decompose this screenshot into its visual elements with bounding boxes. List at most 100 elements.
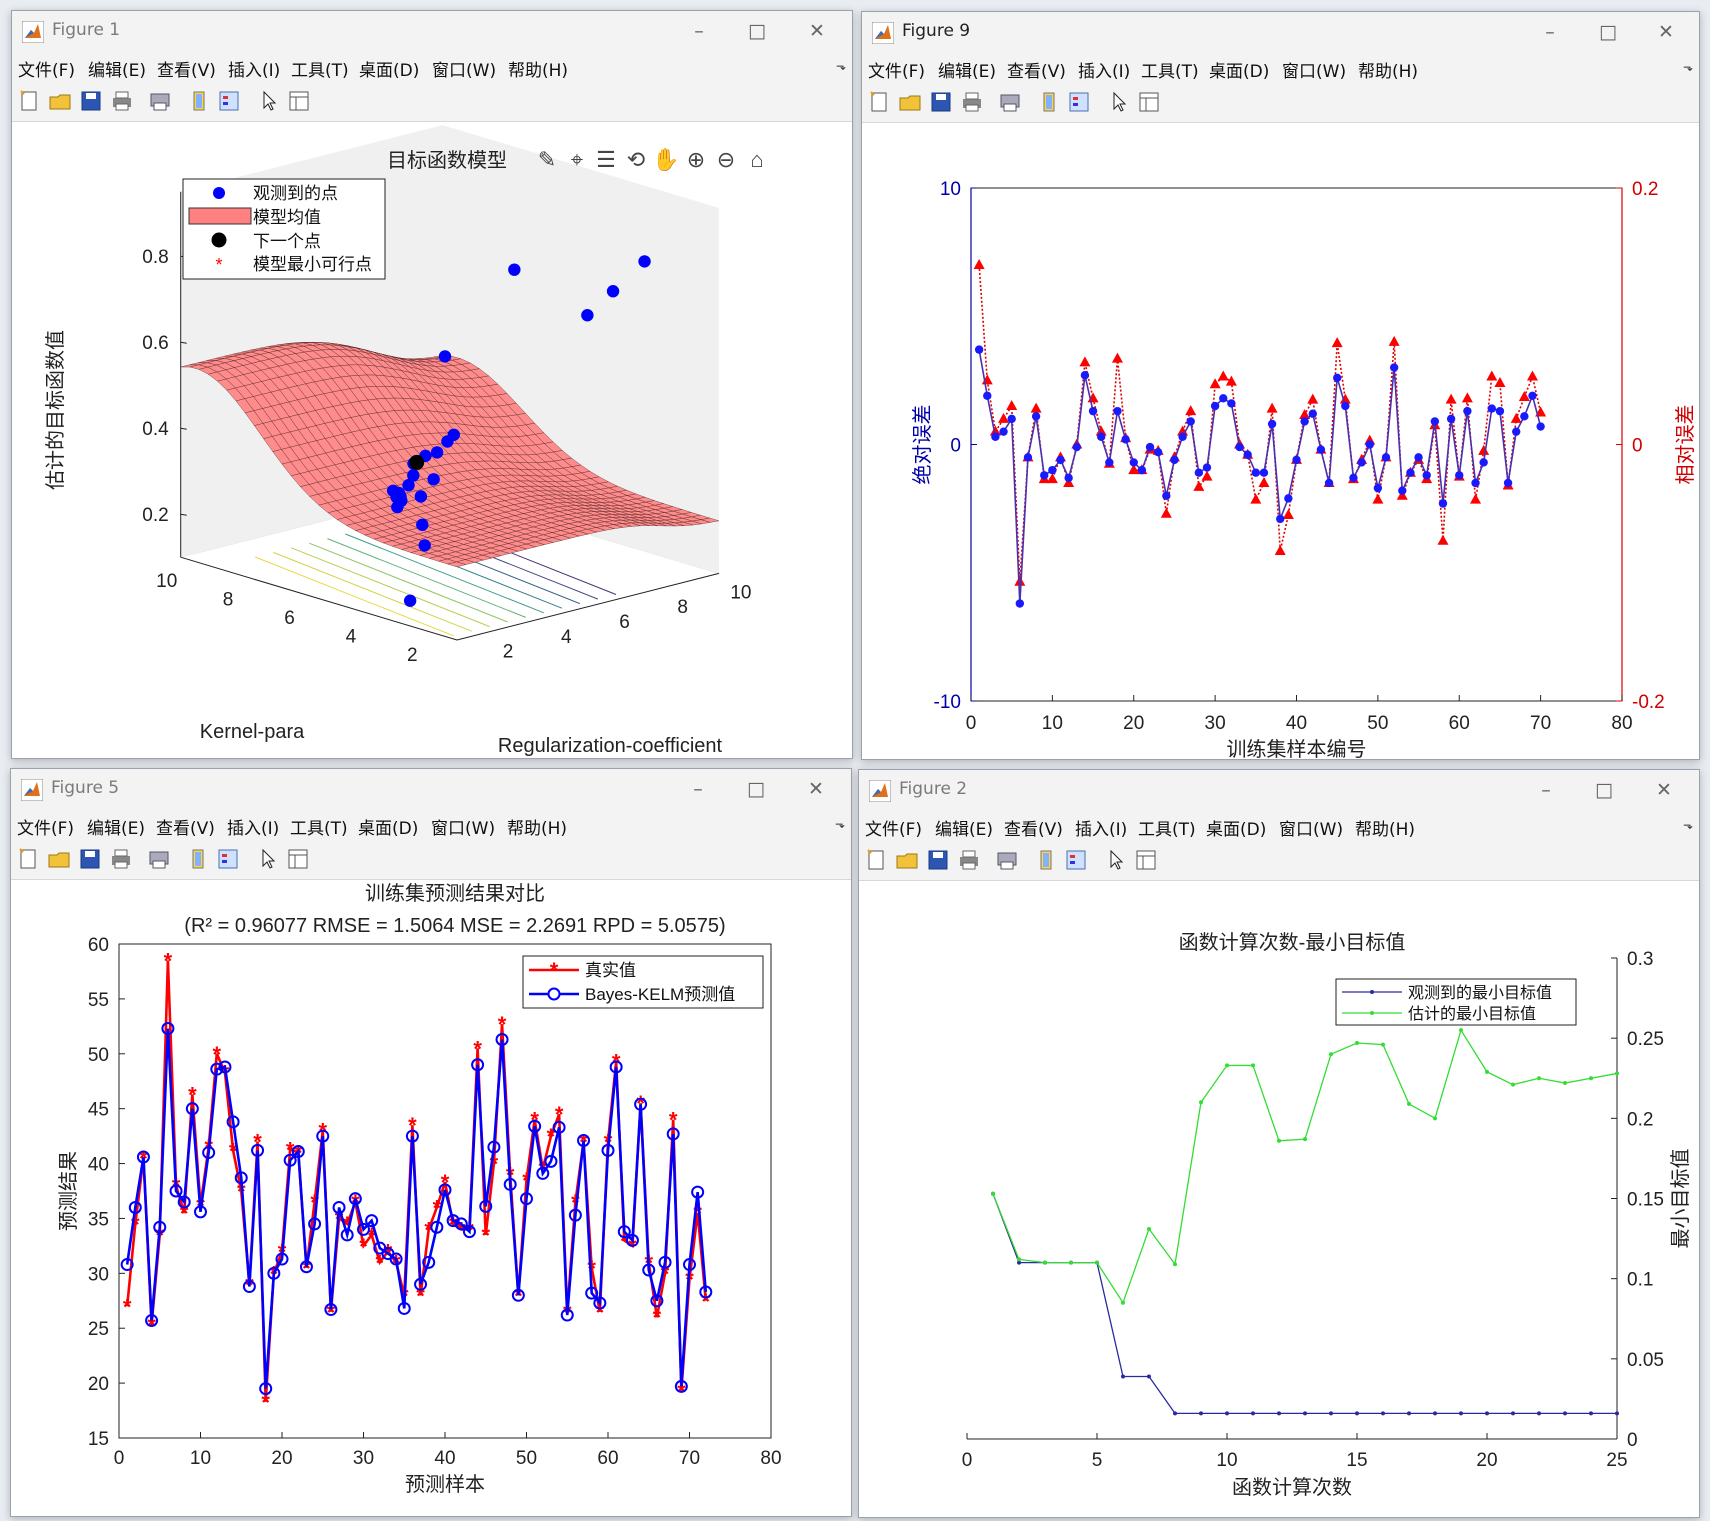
- menu-item-7[interactable]: 帮助(H): [1358, 62, 1419, 82]
- print-icon[interactable]: [960, 90, 984, 114]
- property-inspector-icon[interactable]: [287, 89, 311, 113]
- surface-plot[interactable]: 0.2 0.4 0.6 0.8 2 4 6 8 10 2 4 6 8 10 目标函数模型 Kernel-par…: [12, 122, 852, 758]
- menu-item-6[interactable]: 窗口(W): [1279, 820, 1344, 840]
- link-icon[interactable]: [1034, 848, 1058, 872]
- menu-item-2[interactable]: 查看(V): [156, 819, 215, 839]
- print-icon[interactable]: [109, 847, 133, 871]
- data-cursor-icon[interactable]: ⌖: [571, 147, 583, 172]
- print-preview-icon[interactable]: [148, 89, 172, 113]
- new-figure-icon[interactable]: [16, 847, 40, 871]
- minimize-button[interactable]: –: [693, 778, 703, 800]
- close-button[interactable]: ✕: [1658, 21, 1674, 43]
- maximize-button[interactable]: □: [1599, 21, 1617, 43]
- save-icon[interactable]: [926, 848, 950, 872]
- minimize-button[interactable]: –: [1545, 21, 1555, 43]
- new-figure-icon[interactable]: [867, 90, 891, 114]
- menu-item-3[interactable]: 插入(I): [1075, 820, 1128, 840]
- property-inspector-icon[interactable]: [286, 847, 310, 871]
- legend-toggle-icon[interactable]: [217, 89, 241, 113]
- close-button[interactable]: ✕: [808, 778, 824, 800]
- new-figure-icon[interactable]: [17, 89, 41, 113]
- pointer-arrow-icon[interactable]: [1104, 848, 1128, 872]
- print-icon[interactable]: [957, 848, 981, 872]
- rotate-3d-icon[interactable]: ⟲: [627, 147, 645, 172]
- menu-item-5[interactable]: 桌面(D): [359, 61, 420, 81]
- menu-item-4[interactable]: 工具(T): [291, 61, 349, 81]
- figure-window-2[interactable]: Figure 2 – □ ✕ 文件(F) 编辑(E) 查看(V) 插入(I) 工具(T)…: [858, 769, 1700, 1518]
- menu-item-1[interactable]: 编辑(E): [87, 819, 146, 839]
- error-plot[interactable]: 0 10 20 30 40 50 60 70 80-10010-0.200.2训练集样本编号绝对…: [862, 123, 1699, 759]
- open-file-icon[interactable]: [898, 90, 922, 114]
- data-tips-icon[interactable]: ☰: [596, 147, 616, 172]
- dock-arrow-icon[interactable]: ⬎: [834, 817, 845, 831]
- menu-item-6[interactable]: 窗口(W): [431, 819, 496, 839]
- menu-item-0[interactable]: 文件(F): [865, 820, 923, 840]
- menu-item-0[interactable]: 文件(F): [868, 62, 926, 82]
- brush-icon[interactable]: ✎: [538, 147, 556, 172]
- property-inspector-icon[interactable]: [1134, 848, 1158, 872]
- menu-item-0[interactable]: 文件(F): [18, 61, 76, 81]
- figure-window-5[interactable]: Figure 5 – □ ✕ 文件(F) 编辑(E) 查看(V) 插入(I) 工具(T)…: [10, 768, 852, 1517]
- menu-item-1[interactable]: 编辑(E): [88, 61, 147, 81]
- print-preview-icon[interactable]: [147, 847, 171, 871]
- menu-item-4[interactable]: 工具(T): [290, 819, 348, 839]
- dock-arrow-icon[interactable]: ⬎: [835, 59, 846, 73]
- figure-window-9[interactable]: Figure 9 – □ ✕ 文件(F) 编辑(E) 查看(V) 插入(I) 工具(T)…: [861, 11, 1700, 760]
- close-button[interactable]: ✕: [809, 20, 825, 42]
- zoom-out-icon[interactable]: ⊖: [717, 147, 735, 172]
- link-icon[interactable]: [186, 847, 210, 871]
- menu-item-2[interactable]: 查看(V): [1004, 820, 1063, 840]
- dock-arrow-icon[interactable]: ⬎: [1682, 60, 1693, 74]
- title-bar[interactable]: Figure 1 – □ ✕: [12, 11, 852, 51]
- maximize-button[interactable]: □: [747, 778, 765, 800]
- pointer-arrow-icon[interactable]: [256, 847, 280, 871]
- minimize-button[interactable]: –: [1541, 779, 1551, 801]
- zoom-in-icon[interactable]: ⊕: [687, 147, 705, 172]
- link-icon[interactable]: [1037, 90, 1061, 114]
- legend-toggle-icon[interactable]: [216, 847, 240, 871]
- menu-item-6[interactable]: 窗口(W): [1282, 62, 1347, 82]
- close-button[interactable]: ✕: [1656, 779, 1672, 801]
- menu-item-2[interactable]: 查看(V): [1007, 62, 1066, 82]
- menu-item-3[interactable]: 插入(I): [227, 819, 280, 839]
- menu-item-4[interactable]: 工具(T): [1141, 62, 1199, 82]
- prediction-plot[interactable]: 训练集预测结果对比 (R² = 0.96077 RMSE = 1.5064 MSE…: [11, 880, 851, 1516]
- menu-item-1[interactable]: 编辑(E): [938, 62, 997, 82]
- menu-item-5[interactable]: 桌面(D): [1206, 820, 1267, 840]
- open-file-icon[interactable]: [48, 89, 72, 113]
- menu-item-7[interactable]: 帮助(H): [508, 61, 569, 81]
- menu-item-7[interactable]: 帮助(H): [507, 819, 568, 839]
- new-figure-icon[interactable]: [864, 848, 888, 872]
- legend-toggle-icon[interactable]: [1064, 848, 1088, 872]
- menu-item-6[interactable]: 窗口(W): [432, 61, 497, 81]
- title-bar[interactable]: Figure 2 – □ ✕: [859, 770, 1699, 810]
- open-file-icon[interactable]: [895, 848, 919, 872]
- property-inspector-icon[interactable]: [1137, 90, 1161, 114]
- save-icon[interactable]: [78, 847, 102, 871]
- pan-hand-icon[interactable]: ✋: [652, 147, 679, 172]
- print-preview-icon[interactable]: [998, 90, 1022, 114]
- pointer-arrow-icon[interactable]: [1107, 90, 1131, 114]
- dock-arrow-icon[interactable]: ⬎: [1682, 818, 1693, 832]
- link-icon[interactable]: [187, 89, 211, 113]
- maximize-button[interactable]: □: [748, 20, 766, 42]
- title-bar[interactable]: Figure 9 – □ ✕: [862, 12, 1699, 52]
- menu-item-5[interactable]: 桌面(D): [358, 819, 419, 839]
- save-icon[interactable]: [929, 90, 953, 114]
- menu-item-5[interactable]: 桌面(D): [1209, 62, 1270, 82]
- pointer-arrow-icon[interactable]: [257, 89, 281, 113]
- menu-item-7[interactable]: 帮助(H): [1355, 820, 1416, 840]
- print-preview-icon[interactable]: [995, 848, 1019, 872]
- legend-toggle-icon[interactable]: [1067, 90, 1091, 114]
- maximize-button[interactable]: □: [1595, 779, 1613, 801]
- print-icon[interactable]: [110, 89, 134, 113]
- save-icon[interactable]: [79, 89, 103, 113]
- menu-item-4[interactable]: 工具(T): [1138, 820, 1196, 840]
- minimize-button[interactable]: –: [694, 20, 704, 42]
- menu-item-1[interactable]: 编辑(E): [935, 820, 994, 840]
- title-bar[interactable]: Figure 5 – □ ✕: [11, 769, 851, 809]
- menu-item-3[interactable]: 插入(I): [228, 61, 281, 81]
- home-restore-icon[interactable]: ⌂: [750, 147, 763, 172]
- menu-item-3[interactable]: 插入(I): [1078, 62, 1131, 82]
